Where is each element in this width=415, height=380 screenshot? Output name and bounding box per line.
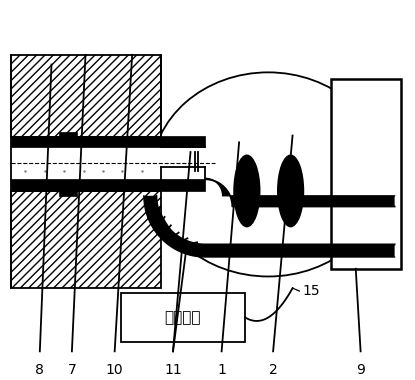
Text: 7: 7 xyxy=(68,363,76,377)
Polygon shape xyxy=(144,196,395,257)
Text: 9: 9 xyxy=(356,363,365,377)
Text: 15: 15 xyxy=(302,284,320,298)
Ellipse shape xyxy=(277,155,304,227)
Bar xyxy=(11,136,205,147)
Ellipse shape xyxy=(151,72,385,277)
Text: 8: 8 xyxy=(35,363,44,377)
Bar xyxy=(59,183,77,196)
Text: 处理机构: 处理机构 xyxy=(164,310,201,325)
Text: 11: 11 xyxy=(164,363,182,377)
Text: 1: 1 xyxy=(217,363,226,377)
Text: 2: 2 xyxy=(269,363,278,377)
Text: 10: 10 xyxy=(106,363,124,377)
Bar xyxy=(11,191,161,288)
Bar xyxy=(11,179,205,191)
Bar xyxy=(332,79,401,269)
Bar xyxy=(11,136,205,191)
Ellipse shape xyxy=(233,155,261,227)
Bar xyxy=(59,131,77,144)
Polygon shape xyxy=(205,178,395,206)
Bar xyxy=(120,293,245,342)
Bar xyxy=(11,55,161,138)
